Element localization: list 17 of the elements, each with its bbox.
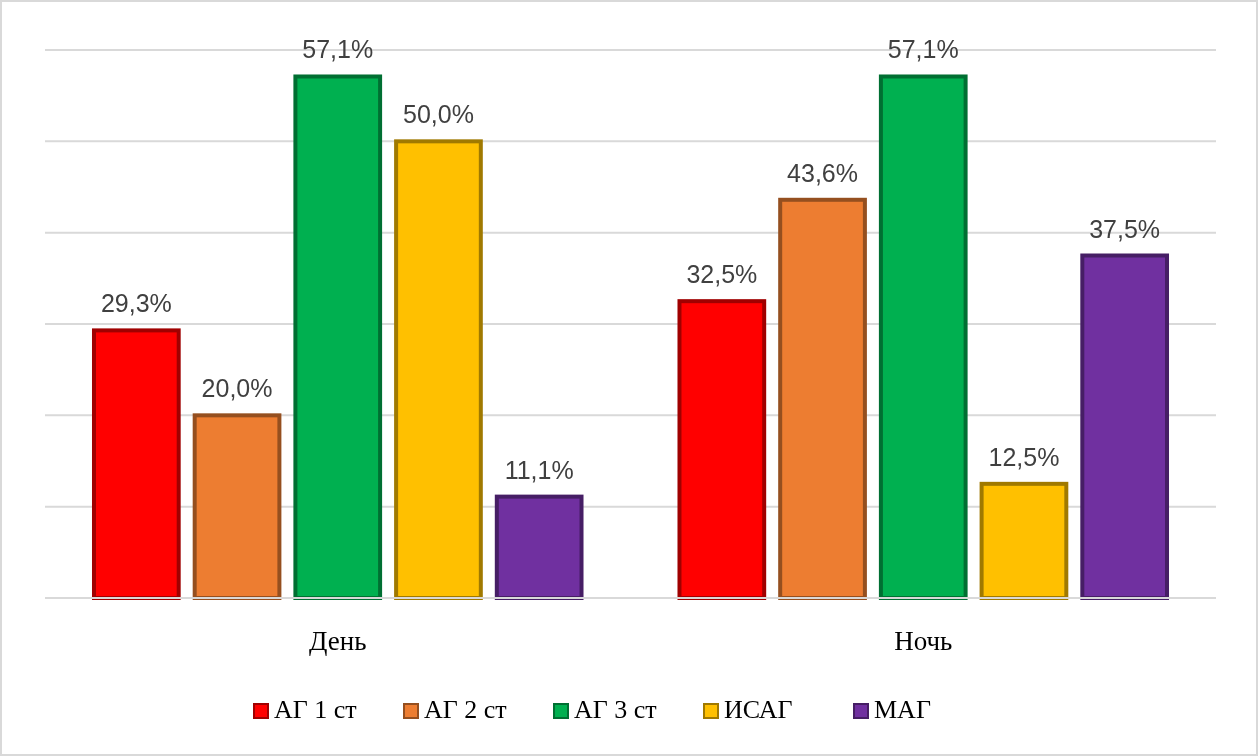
- legend-label: АГ 3 ст: [574, 695, 657, 724]
- data-label: 43,6%: [787, 158, 858, 187]
- data-label: 20,0%: [201, 374, 273, 403]
- data-label: 37,5%: [1089, 214, 1161, 243]
- data-label: 57,1%: [302, 35, 374, 64]
- data-label: 29,3%: [100, 289, 172, 318]
- data-label: 12,5%: [988, 442, 1060, 471]
- data-label: 57,1%: [887, 35, 959, 64]
- data-label: 32,5%: [686, 260, 758, 289]
- legend-label: АГ 2 ст: [424, 695, 507, 724]
- data-label: 11,1%: [504, 455, 574, 484]
- legend-label: АГ 1 ст: [274, 695, 357, 724]
- data-label: 50,0%: [403, 100, 474, 129]
- x-tick-label: Ночь: [894, 626, 953, 656]
- legend-label: МАГ: [874, 695, 931, 724]
- x-tick-label: День: [309, 626, 367, 656]
- legend-label: ИСАГ: [724, 695, 793, 724]
